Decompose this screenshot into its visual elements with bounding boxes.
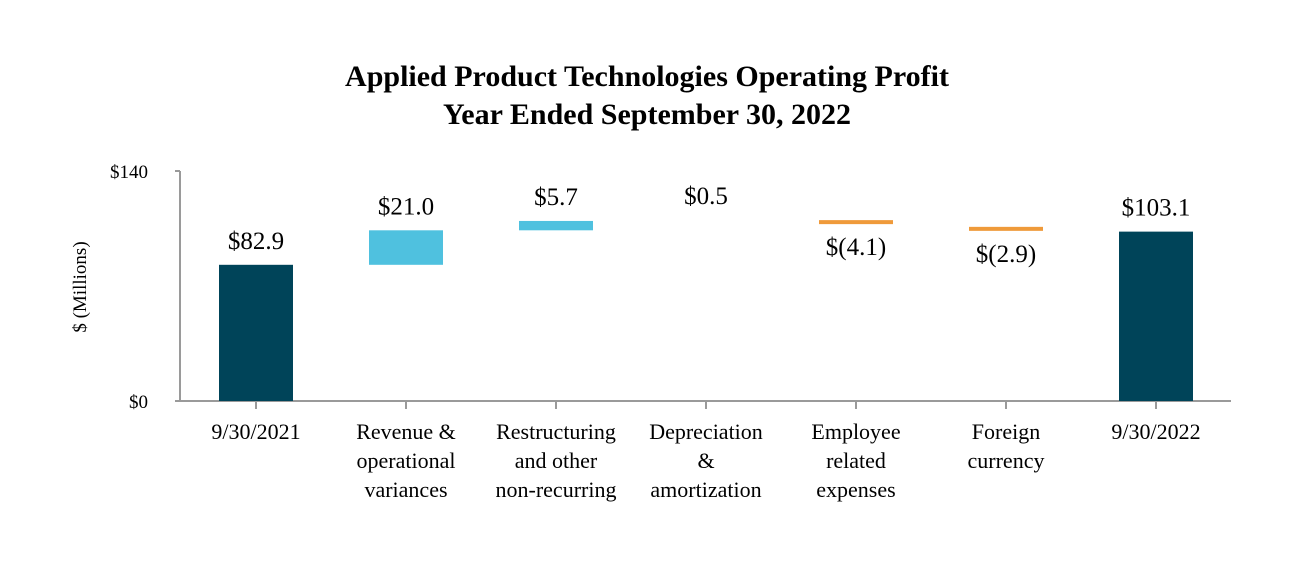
y-tick-label: $140 (110, 162, 148, 183)
data-label: $(2.9) (976, 241, 1036, 268)
data-label: $0.5 (684, 183, 728, 210)
x-category-label: Employee related expenses (811, 419, 900, 502)
chart-axes: $0 $140 9/30/2021 Revenue & operational varia… (110, 162, 1231, 502)
chart-subtitle: Year Ended September 30, 2022 (443, 98, 851, 131)
chart-title: Applied Product Technologies Operating P… (345, 60, 949, 93)
x-category-label: Depreciation & amortization (649, 419, 763, 502)
data-label: $82.9 (228, 228, 284, 255)
data-label: $103.1 (1122, 195, 1191, 222)
y-axis-title: $ (Millions) (70, 241, 91, 332)
chart-bars (219, 220, 1193, 401)
x-category-label: Revenue & operational variances (356, 419, 456, 502)
waterfall-bar (369, 230, 443, 265)
data-label: $(4.1) (826, 234, 886, 261)
chart-labels: $82.9 $21.0 $5.7 $0.5 $(4.1) $(2.9) $103.1 (228, 183, 1191, 268)
waterfall-bar (819, 220, 893, 225)
data-label: $21.0 (378, 193, 434, 220)
x-category-label: 9/30/2021 (211, 419, 300, 444)
x-category-label: 9/30/2022 (1111, 419, 1200, 444)
waterfall-bar (519, 220, 593, 231)
x-category-label: Restructuring and other non-recurring (496, 419, 617, 502)
waterfall-bar (969, 226, 1043, 231)
data-label: $5.7 (534, 184, 578, 211)
waterfall-bar (1119, 231, 1193, 401)
waterfall-bar (219, 264, 293, 401)
y-tick-label: $0 (129, 392, 148, 413)
x-category-label: Foreign currency (968, 419, 1045, 473)
